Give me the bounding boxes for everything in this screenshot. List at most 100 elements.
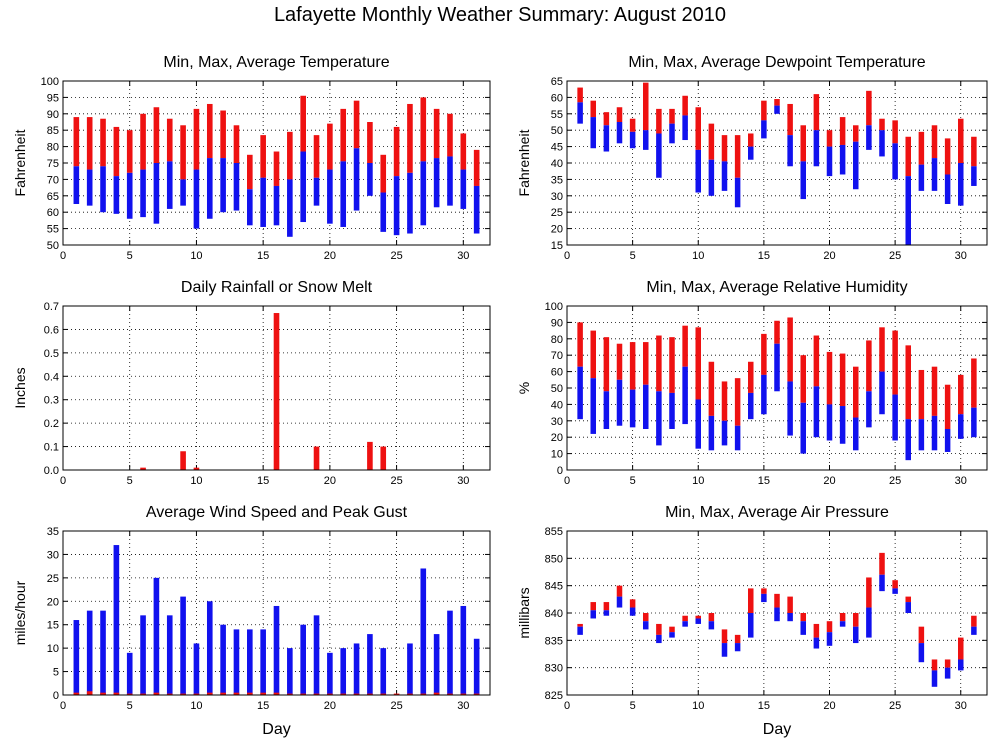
y-tick-label: 90	[551, 317, 563, 329]
max-to-average-bar	[603, 112, 610, 126]
max-to-average-bar	[774, 593, 780, 608]
y-tick-label: 20	[47, 596, 59, 608]
min-to-average-bar	[300, 151, 306, 223]
average-wind-bar	[447, 693, 453, 695]
average-wind-bar	[273, 692, 280, 695]
x-tick-label: 10	[692, 250, 704, 262]
min-to-average-bar	[971, 407, 977, 438]
average-wind-bar	[86, 691, 93, 695]
peak-gust-bar	[313, 615, 320, 695]
peak-gust-bar	[460, 605, 467, 695]
max-to-average-bar	[813, 94, 820, 131]
peak-gust-bar	[340, 648, 347, 695]
peak-gust-bar	[206, 601, 213, 695]
peak-gust-bar	[420, 568, 427, 695]
average-wind-bar	[287, 693, 293, 695]
max-to-average-bar	[944, 659, 951, 668]
y-tick-label: 50	[551, 125, 563, 137]
peak-gust-bar	[113, 545, 120, 695]
x-tick-label: 15	[257, 700, 269, 712]
max-to-average-bar	[852, 125, 859, 142]
y-tick-label: 845	[545, 581, 563, 593]
min-to-average-bar	[892, 588, 898, 594]
peak-gust-bar	[220, 624, 226, 695]
min-to-average-bar	[577, 102, 583, 124]
min-to-average-bar	[669, 123, 675, 144]
min-to-average-bar	[193, 169, 200, 229]
peak-gust-bar	[86, 610, 93, 695]
rainfall-bar	[367, 441, 373, 470]
y-tick-label: 0.4	[44, 371, 59, 383]
y-tick-label: 830	[545, 663, 563, 675]
rainfall-bar	[273, 313, 280, 470]
max-to-average-bar	[407, 103, 413, 173]
plot-frame	[566, 80, 988, 246]
y-tick-label: 60	[551, 367, 563, 379]
max-to-average-bar	[233, 125, 240, 163]
min-to-average-bar	[86, 169, 93, 206]
x-tick-label: 20	[823, 250, 835, 262]
average-wind-bar	[220, 692, 226, 695]
average-wind-bar	[260, 692, 266, 695]
max-to-average-bar	[642, 82, 649, 131]
x-tick-label: 30	[457, 475, 469, 487]
chart-title: Min, Max, Average Relative Humidity	[646, 279, 907, 296]
max-to-average-bar	[971, 358, 977, 408]
max-to-average-bar	[126, 130, 133, 173]
max-to-average-bar	[787, 317, 793, 382]
y-tick-label: 20	[551, 432, 563, 444]
x-tick-label: 10	[190, 475, 202, 487]
max-to-average-bar	[629, 342, 636, 390]
max-to-average-bar	[734, 378, 741, 426]
y-axis-label: Fahrenheit	[516, 129, 532, 196]
max-to-average-bar	[473, 149, 480, 186]
max-to-average-bar	[590, 602, 597, 611]
y-tick-label: 75	[47, 158, 59, 170]
max-to-average-bar	[460, 133, 467, 170]
max-to-average-bar	[247, 154, 253, 190]
max-to-average-bar	[721, 381, 728, 421]
min-to-average-bar	[590, 378, 597, 434]
average-wind-bar	[247, 692, 253, 695]
y-axis-label: %	[516, 382, 532, 394]
max-to-average-bar	[260, 135, 266, 178]
min-to-average-bar	[852, 626, 859, 644]
max-to-average-bar	[340, 108, 347, 162]
min-to-average-bar	[866, 125, 872, 150]
y-tick-label: 90	[47, 109, 59, 121]
max-to-average-bar	[839, 353, 846, 407]
y-tick-label: 70	[551, 350, 563, 362]
max-to-average-bar	[367, 122, 373, 163]
min-to-average-bar	[287, 179, 293, 237]
max-to-average-bar	[826, 351, 833, 405]
y-tick-label: 55	[551, 109, 563, 121]
max-to-average-bar	[761, 333, 767, 375]
max-to-average-bar	[695, 327, 702, 400]
x-tick-label: 5	[127, 250, 133, 262]
min-to-average-bar	[642, 130, 649, 150]
max-to-average-bar	[682, 325, 688, 367]
min-to-average-bar	[931, 158, 938, 191]
x-tick-label: 15	[257, 475, 269, 487]
min-to-average-bar	[642, 621, 649, 630]
max-to-average-bar	[682, 95, 688, 116]
min-to-average-bar	[944, 429, 951, 452]
max-to-average-bar	[577, 623, 583, 627]
min-to-average-bar	[721, 643, 728, 657]
y-tick-label: 60	[47, 207, 59, 219]
min-to-average-bar	[761, 593, 767, 603]
max-to-average-bar	[852, 366, 859, 418]
min-to-average-bar	[813, 130, 820, 167]
min-to-average-bar	[957, 659, 964, 671]
min-to-average-bar	[747, 613, 754, 638]
min-to-average-bar	[180, 179, 186, 206]
y-axis-label: millibars	[516, 587, 532, 638]
average-wind-bar	[473, 693, 480, 695]
max-to-average-bar	[629, 599, 636, 608]
chart-humidity: Min, Max, Average Relative Humidity 0 10 20…	[516, 279, 988, 487]
y-axis-label: Fahrenheit	[12, 129, 28, 196]
max-to-average-bar	[747, 361, 754, 393]
average-wind-bar	[327, 693, 333, 695]
max-to-average-bar	[931, 659, 938, 671]
